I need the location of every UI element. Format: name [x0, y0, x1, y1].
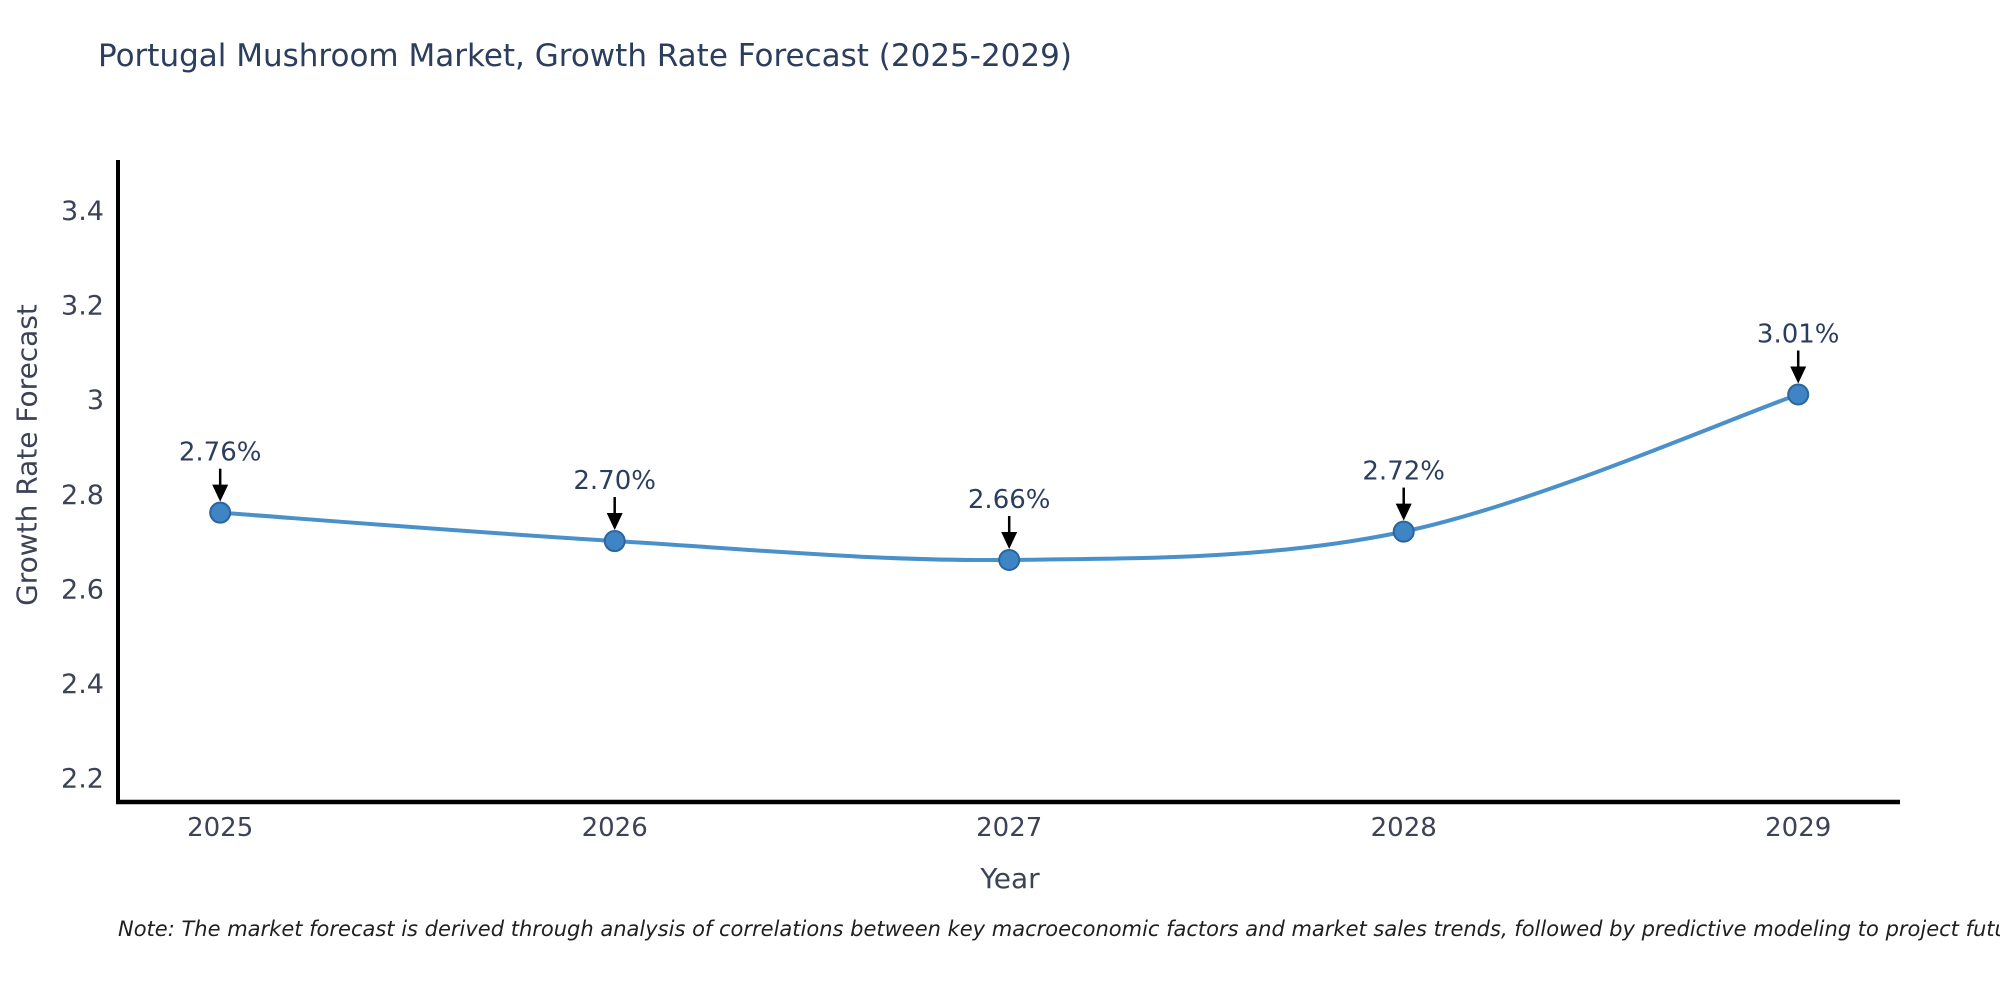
chart-title: Portugal Mushroom Market, Growth Rate Fo… — [98, 38, 1072, 74]
data-point-label: 3.01% — [1757, 319, 1840, 349]
x-tick-label: 2026 — [582, 813, 648, 843]
footnote: Note: The market forecast is derived thr… — [118, 917, 2000, 941]
data-point-label: 2.72% — [1362, 457, 1445, 487]
annotation-arrow-head — [212, 484, 229, 502]
y-tick-label: 2.4 — [61, 669, 104, 700]
annotation-arrow-head — [1790, 366, 1807, 384]
x-tick-label: 2029 — [1765, 813, 1831, 843]
annotation-arrow-head — [1001, 531, 1018, 549]
x-tick-label: 2025 — [187, 813, 253, 843]
x-axis-title: Year — [980, 862, 1040, 895]
data-point-marker — [998, 548, 1021, 571]
data-point-marker — [1787, 383, 1810, 406]
data-point-label: 2.70% — [573, 466, 656, 496]
data-point-label: 2.66% — [968, 485, 1051, 515]
y-tick-label: 3 — [87, 385, 104, 416]
x-tick-label: 2028 — [1371, 813, 1437, 843]
y-tick-label: 3.4 — [61, 196, 104, 227]
data-point-marker — [1392, 520, 1415, 543]
y-tick-label: 3.2 — [61, 291, 104, 322]
data-point-marker — [603, 530, 626, 553]
y-axis-title: Growth Rate Forecast — [10, 304, 44, 606]
data-point-marker — [209, 501, 232, 524]
annotation-arrow-head — [606, 513, 623, 531]
y-tick-label: 2.8 — [61, 480, 104, 511]
y-tick-label: 2.6 — [61, 574, 104, 605]
data-point-label: 2.76% — [179, 438, 262, 468]
y-tick-label: 2.2 — [61, 763, 104, 794]
x-tick-label: 2027 — [976, 813, 1042, 843]
annotation-arrow-head — [1395, 503, 1412, 521]
